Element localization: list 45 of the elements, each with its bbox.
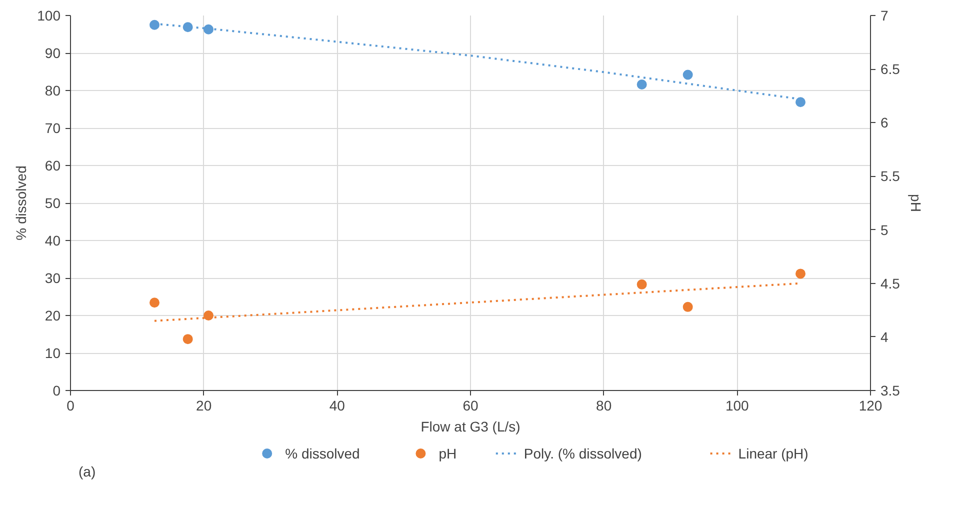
legend-label: Linear (pH) [738,446,808,462]
point [682,70,693,80]
legend-label: Poly. (% dissolved) [524,446,642,462]
point [796,97,806,108]
y2-tick-label: 3.5 [880,382,900,398]
point [636,80,647,90]
y-tick-label: 60 [44,158,61,174]
y-tick-label: 20 [44,308,61,324]
point [204,24,214,34]
y-tick-label: 30 [44,270,61,286]
y2-tick-label: 6 [880,114,888,131]
y2-tick-label: 6.5 [880,61,900,78]
y-tick-label: 70 [44,120,61,136]
legend-label: pH [438,446,457,462]
y-tick-label: 0 [52,382,61,398]
y2-tick-label: 4.5 [880,275,900,292]
point [636,279,647,290]
y2-axis-title: pH [908,194,924,212]
x-tick-label: 120 [858,398,882,414]
x-tick-label: 0 [66,398,75,414]
point [204,310,214,320]
y-tick-label: 50 [44,195,61,211]
y2-tick-label: 4 [880,328,888,345]
point [150,298,160,308]
x-tick-label: 20 [196,398,212,414]
point [182,334,193,344]
y-tick-label: 10 [44,345,61,361]
y-tick-label: 40 [44,232,61,248]
x-tick-label: 100 [725,398,750,414]
y2-tick-label: 5.5 [880,168,900,184]
x-tick-label: 60 [462,398,478,414]
y2-tick-label: 5 [880,222,888,238]
y-tick-label: 80 [44,82,61,98]
x-axis-title: Flow at G3 (L/s) [420,418,520,434]
x-tick-label: 40 [329,398,346,414]
point [796,268,806,279]
y-axis-title: % dissolved [13,166,30,240]
y-tick-label: 90 [44,45,61,61]
x-tick-label: 80 [596,398,612,414]
point [682,302,693,312]
legend-label: % dissolved [285,446,360,462]
text: (a) [78,464,96,480]
point [150,20,160,30]
y-tick-label: 100 [37,8,61,24]
y2-tick-label: 7 [880,8,888,24]
